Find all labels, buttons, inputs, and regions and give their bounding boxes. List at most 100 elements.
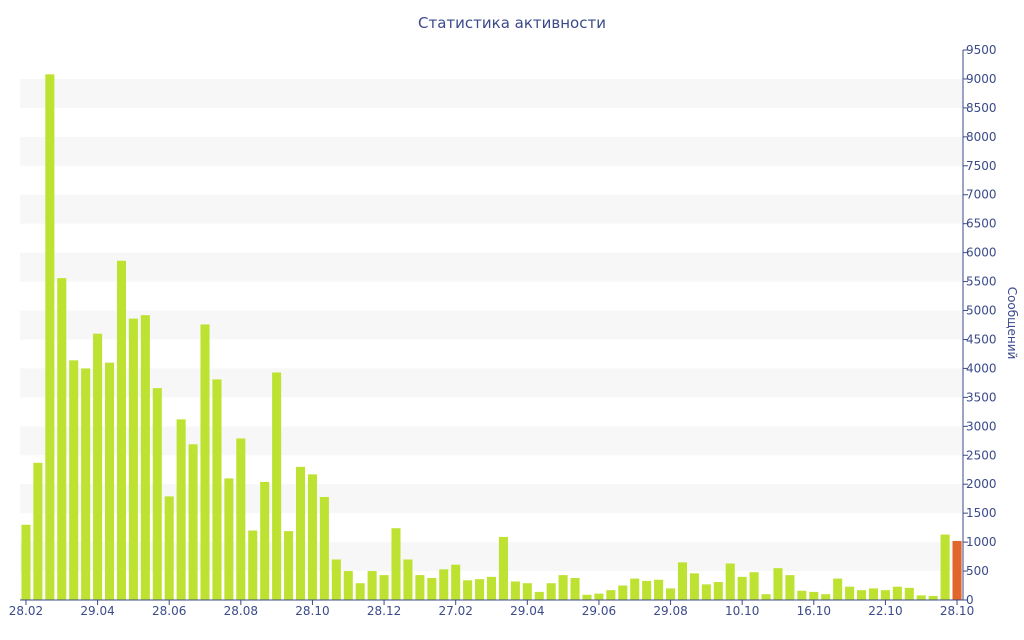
bar[interactable]	[713, 582, 723, 600]
bar[interactable]	[642, 580, 652, 600]
bar[interactable]	[343, 571, 353, 600]
bar[interactable]	[666, 588, 676, 600]
x-tick-label: 29.06	[582, 604, 616, 618]
bar[interactable]	[319, 496, 329, 600]
grid-band	[20, 252, 963, 282]
bar[interactable]	[773, 568, 783, 600]
bar[interactable]	[940, 534, 950, 600]
bar[interactable]	[128, 318, 138, 600]
bar[interactable]	[546, 583, 556, 600]
bar[interactable]	[188, 444, 198, 600]
bar[interactable]	[689, 573, 699, 600]
bar[interactable]	[475, 579, 485, 600]
bar[interactable]	[415, 575, 425, 600]
bar[interactable]	[809, 591, 819, 600]
bar[interactable]	[594, 593, 604, 600]
y-axis-title: Сообщений	[1005, 287, 1019, 360]
bar[interactable]	[248, 530, 258, 600]
bar[interactable]	[224, 478, 234, 600]
bar[interactable]	[654, 579, 664, 600]
bar[interactable]	[403, 559, 413, 600]
bar[interactable]	[69, 360, 79, 600]
grid-band	[20, 136, 963, 166]
bar[interactable]	[892, 586, 902, 600]
bar[interactable]	[427, 578, 437, 600]
bar[interactable]	[272, 372, 282, 600]
bar[interactable]	[737, 576, 747, 600]
bar[interactable]	[904, 587, 914, 600]
bar[interactable]	[57, 278, 67, 600]
x-tick-label: 29.04	[80, 604, 114, 618]
bar[interactable]	[355, 583, 365, 600]
bar[interactable]	[212, 379, 222, 600]
bar[interactable]	[260, 481, 270, 600]
bar[interactable]	[451, 564, 461, 600]
x-tick-label: 27.02	[439, 604, 473, 618]
bar[interactable]	[21, 524, 31, 600]
y-tick-label: 1000	[966, 535, 997, 549]
x-tick-label: 28.06	[152, 604, 186, 618]
bar[interactable]	[677, 562, 688, 600]
chart-title: Статистика активности	[418, 14, 606, 32]
bar[interactable]	[857, 590, 867, 600]
bar[interactable]	[570, 578, 580, 600]
bar[interactable]	[331, 559, 341, 600]
bar[interactable]	[522, 583, 532, 600]
bar[interactable]	[93, 333, 103, 600]
bar[interactable]	[116, 260, 126, 600]
bar[interactable]	[749, 572, 759, 600]
bar[interactable]	[284, 531, 294, 600]
bar[interactable]	[845, 586, 855, 600]
bar[interactable]	[391, 528, 401, 600]
bar[interactable]	[606, 590, 616, 600]
bar[interactable]	[797, 590, 807, 600]
bar[interactable]	[463, 580, 473, 600]
y-tick-label: 2500	[966, 448, 997, 462]
bar[interactable]	[104, 362, 115, 600]
bar[interactable]	[952, 540, 962, 600]
bar[interactable]	[367, 571, 377, 600]
bar[interactable]	[761, 594, 771, 600]
y-tick-label: 3500	[966, 390, 997, 404]
bar[interactable]	[558, 575, 568, 600]
bar[interactable]	[498, 536, 508, 600]
y-tick-label: 8500	[966, 101, 997, 115]
bar[interactable]	[140, 315, 150, 600]
y-tick-label: 9500	[966, 43, 997, 57]
bar[interactable]	[33, 462, 43, 600]
bar[interactable]	[81, 368, 91, 600]
x-tick-label: 22.10	[868, 604, 902, 618]
x-axis: 28.02 29.04 28.06 28.08 28.10 28.12 27.02 29.04…	[9, 599, 974, 618]
bar[interactable]	[630, 578, 640, 600]
bar[interactable]	[582, 594, 592, 600]
bar[interactable]	[510, 581, 520, 600]
bar[interactable]	[928, 595, 938, 600]
y-tick-label: 5500	[966, 275, 997, 289]
bar[interactable]	[45, 74, 55, 600]
grid-band	[20, 194, 963, 224]
bar[interactable]	[534, 591, 544, 600]
bar[interactable]	[439, 569, 449, 600]
bar[interactable]	[821, 594, 831, 600]
bar[interactable]	[307, 474, 317, 600]
bar[interactable]	[618, 585, 628, 600]
bar[interactable]	[200, 324, 210, 600]
y-tick-label: 4000	[966, 361, 997, 375]
bar[interactable]	[785, 575, 795, 600]
bar[interactable]	[379, 575, 389, 600]
bar[interactable]	[176, 419, 186, 600]
bar[interactable]	[152, 388, 162, 600]
bar[interactable]	[701, 584, 711, 600]
bar[interactable]	[295, 466, 306, 600]
bar[interactable]	[486, 576, 497, 600]
bar[interactable]	[916, 595, 926, 600]
x-tick-label: 16.10	[797, 604, 831, 618]
bar[interactable]	[868, 588, 879, 600]
y-tick-label: 9000	[966, 72, 997, 86]
bar[interactable]	[164, 496, 174, 600]
bar[interactable]	[725, 563, 735, 600]
bar[interactable]	[236, 438, 246, 600]
bar[interactable]	[880, 590, 890, 600]
y-tick-label: 2000	[966, 477, 997, 491]
bar[interactable]	[833, 578, 843, 600]
